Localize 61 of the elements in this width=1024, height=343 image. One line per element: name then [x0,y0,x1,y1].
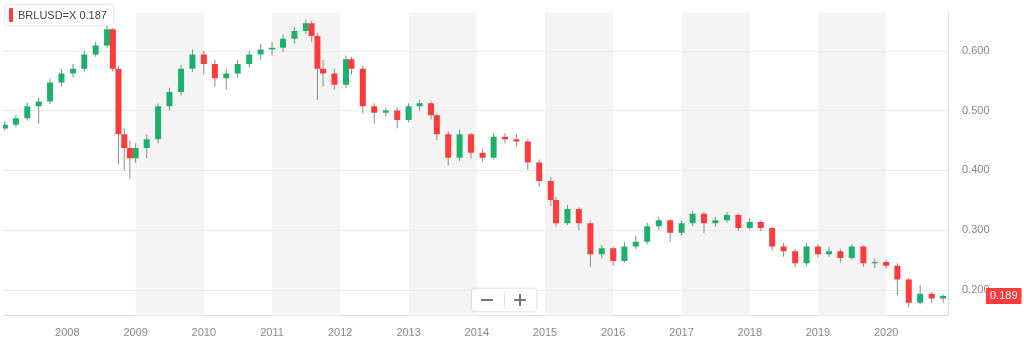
candlestick [723,211,730,224]
candlestick [371,102,378,125]
y-tick-label: 0.600 [962,43,990,56]
candlestick [331,68,338,91]
x-tick-label: 2012 [327,326,353,339]
candlestick [143,133,150,159]
candlestick [456,129,463,162]
candlestick [536,158,543,188]
candlestick [490,132,497,160]
candlestick [468,132,475,159]
y-tick-label: 0.500 [962,103,990,116]
candlestick [126,139,133,180]
candlestick [121,127,128,171]
candlestick [47,78,54,105]
chart-title: BRLUSD=X 0.187 [18,9,107,21]
x-tick-label: 2015 [532,326,558,339]
x-tick-label: 2017 [669,326,694,339]
candlestick [200,50,207,76]
candlestick [178,64,185,97]
x-tick-label: 2016 [600,326,626,339]
x-tick-label: 2018 [737,326,763,339]
candlestick [280,33,287,53]
x-tick-label: 2009 [123,326,148,339]
candlestick [894,262,901,297]
candlestick [433,112,440,141]
candlestick [394,107,401,129]
candlestick [189,49,196,73]
candlestick [621,241,628,264]
candlestick [445,130,452,166]
text: 0.189 [990,289,1018,302]
candlestick [769,225,776,252]
candlestick [564,204,571,226]
candlestick [701,211,707,234]
candlestick [644,222,651,245]
y-tick-label: 0.300 [962,222,990,235]
candlestick [575,206,582,231]
candlestick [825,246,832,258]
x-tick-label: 2010 [191,326,217,339]
candlestick [104,25,111,49]
candlestick [269,41,276,57]
candlestick [792,248,799,268]
candlestick [610,246,617,267]
candlestick [667,218,674,243]
x-tick-label: 2008 [55,326,80,339]
candlestick [803,242,810,267]
candlestick [405,102,412,123]
candlestick [166,87,173,111]
candlestick [917,284,924,305]
y-tick-label: 0.400 [962,163,990,176]
x-tick-label: 2013 [396,326,421,339]
candlestick [81,50,88,73]
candlestick [905,277,912,308]
candlestick [223,68,230,91]
x-tick-label: 2014 [464,326,490,339]
candlestick [132,142,139,164]
candlestick [860,244,867,268]
x-tick-label: 2019 [805,326,831,339]
x-tick-label: 2011 [260,326,284,339]
candlestick [211,59,218,88]
candlestick [524,138,531,171]
x-tick-label: 2020 [873,326,899,339]
